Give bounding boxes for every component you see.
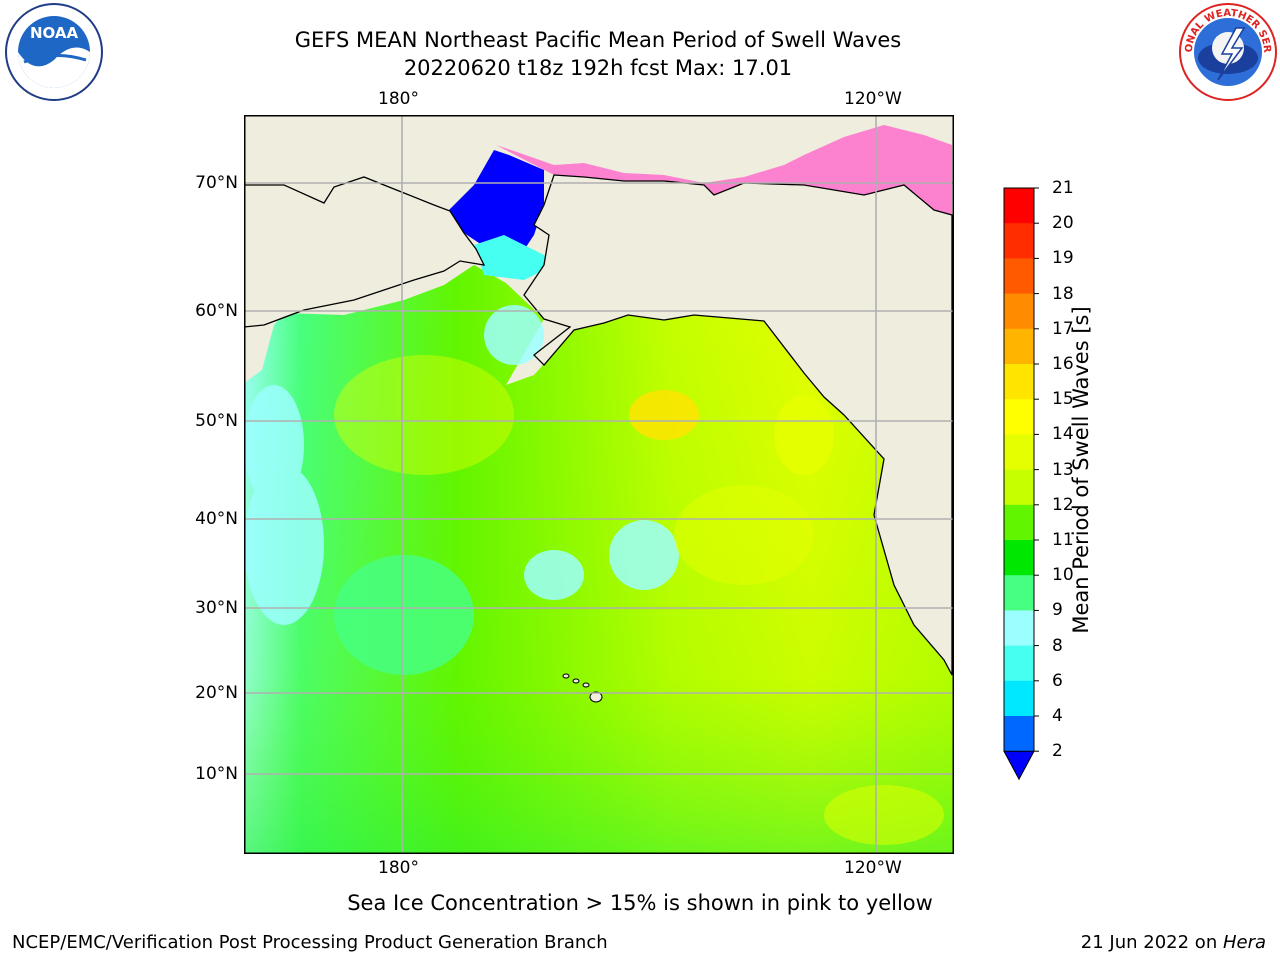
colorbar-segment	[1004, 399, 1034, 435]
noaa-wordmark: NOAA	[30, 24, 79, 42]
lon-label-top-180: 180°	[378, 89, 419, 109]
sea-ice-note: Sea Ice Concentration > 15% is shown in …	[347, 891, 933, 915]
colorbar-tick-label: 6	[1052, 670, 1063, 691]
lon-label-bottom-120w: 120°W	[844, 858, 902, 878]
lon-label-top-120w: 120°W	[844, 89, 902, 109]
colorbar-tick-label: 10	[1052, 565, 1074, 586]
colorbar-svg	[1003, 187, 1039, 781]
colorbar-segment	[1004, 540, 1034, 576]
colorbar-tick-label: 20	[1052, 213, 1074, 234]
lat-label-60n: 60°N	[195, 301, 238, 321]
map-frame	[244, 115, 954, 854]
noaa-logo: NOAA	[4, 2, 104, 102]
colorbar-tick-label: 2	[1052, 741, 1063, 762]
colorbar-tick-label: 13	[1052, 459, 1074, 480]
colorbar-segment	[1004, 328, 1034, 365]
colorbar-segment	[1004, 469, 1034, 506]
chart-subtitle: 20220620 t18z 192h fcst Max: 17.01	[403, 56, 793, 80]
colorbar	[990, 180, 1070, 790]
colorbar-segment	[1004, 188, 1034, 224]
footer-machine: Hera	[1222, 932, 1266, 953]
colorbar-tick-label: 21	[1052, 178, 1074, 198]
colorbar-segment	[1004, 680, 1034, 717]
colorbar-segment	[1004, 716, 1034, 752]
colorbar-tick-label: 18	[1052, 283, 1074, 304]
colorbar-tick-label: 17	[1052, 318, 1074, 339]
lat-label-10n: 10°N	[195, 764, 238, 784]
lat-label-50n: 50°N	[195, 411, 238, 431]
colorbar-title: Mean Period of Swell Waves [s]	[1069, 306, 1093, 634]
map-panel	[243, 115, 954, 854]
graticule	[244, 115, 954, 854]
colorbar-tick-label: 4	[1052, 706, 1063, 726]
colorbar-segment	[1004, 223, 1034, 259]
colorbar-tick-label: 16	[1052, 354, 1074, 374]
siberia-landmass	[243, 176, 486, 328]
colorbar-segment	[1004, 434, 1034, 471]
lat-label-20n: 20°N	[195, 683, 238, 703]
arctic-low-period	[449, 150, 544, 265]
lat-label-30n: 30°N	[195, 598, 238, 618]
colorbar-ticks: 2 4 6 8 9 10 11 12 13 14 15 16 17 18 19 20 21	[1052, 0, 1112, 960]
ocean-field-shade	[244, 265, 954, 854]
swell-patches	[244, 305, 944, 845]
footer-date: 21 Jun 2022 on Hera	[1081, 932, 1266, 954]
bering-strait-field	[474, 235, 554, 280]
colorbar-segment	[1004, 364, 1034, 400]
footer-date-text: 21 Jun 2022 on	[1080, 932, 1223, 953]
sea-ice-band	[496, 125, 952, 215]
colorbar-segment	[1004, 258, 1034, 295]
chart-title: GEFS MEAN Northeast Pacific Mean Period …	[294, 28, 902, 52]
hawaii-islands	[562, 673, 603, 703]
nws-logo: NATIONAL WEATHER SERVICE	[1174, 0, 1278, 102]
colorbar-segment	[1004, 293, 1034, 330]
colorbar-tick-label: 14	[1052, 424, 1074, 445]
map-svg	[243, 115, 954, 854]
lon-label-bottom-180: 180°	[378, 858, 419, 878]
colorbar-tick-label: 12	[1052, 494, 1074, 515]
colorbar-tick-label: 15	[1052, 389, 1074, 410]
colorbar-under-arrow	[1003, 750, 1035, 781]
lat-label-70n: 70°N	[195, 173, 238, 193]
colorbar-tick-label: 9	[1052, 600, 1063, 621]
colorbar-segment	[1004, 645, 1034, 682]
lat-label-40n: 40°N	[195, 509, 238, 529]
colorbar-tick-label: 8	[1052, 635, 1063, 656]
colorbar-segment	[1004, 575, 1034, 611]
colorbar-tick-label: 11	[1052, 530, 1074, 550]
colorbar-segment	[1004, 610, 1034, 647]
colorbar-segment	[1004, 504, 1034, 541]
footer-branch: NCEP/EMC/Verification Post Processing Pr…	[12, 932, 608, 953]
colorbar-tick-label: 19	[1052, 248, 1074, 269]
